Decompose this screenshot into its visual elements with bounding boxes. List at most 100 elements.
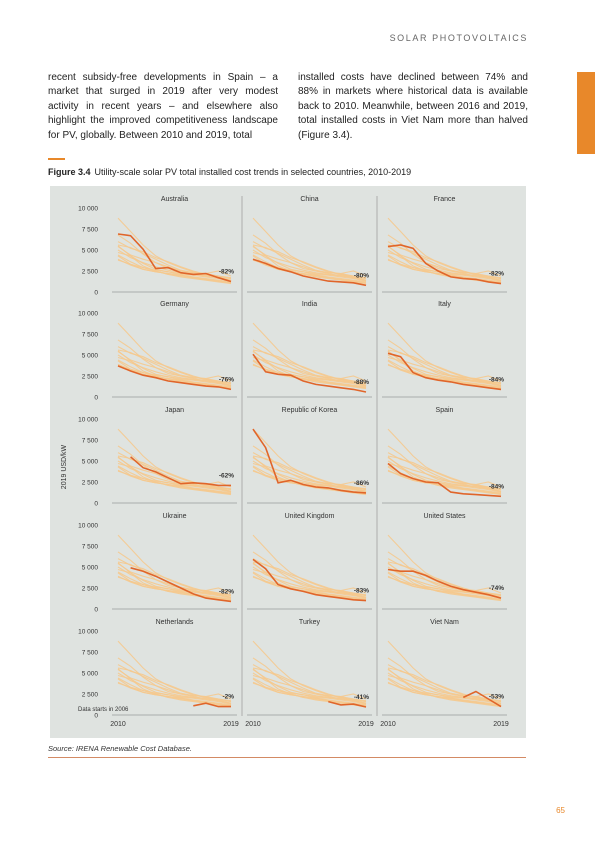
background-series-line bbox=[387, 457, 502, 490]
background-series-line bbox=[117, 349, 232, 382]
change-label: -76% bbox=[219, 376, 234, 383]
change-label: -41% bbox=[354, 694, 369, 701]
background-series-line bbox=[252, 349, 367, 382]
country-series-line bbox=[117, 365, 232, 391]
y-tick-label: 2 500 bbox=[82, 374, 99, 381]
change-label: -83% bbox=[354, 588, 369, 595]
country-series-line bbox=[252, 428, 367, 494]
panel-title: Viet Nam bbox=[430, 619, 459, 626]
y-tick-label: 7 500 bbox=[82, 332, 99, 339]
y-tick-label: 7 500 bbox=[82, 544, 99, 551]
background-series-line bbox=[117, 667, 232, 700]
background-series-line bbox=[387, 681, 502, 706]
data-note-label: Data starts in 2006 bbox=[78, 707, 129, 713]
x-tick-label: 2010 bbox=[110, 721, 126, 728]
y-tick-label: 10 000 bbox=[78, 417, 98, 424]
background-series-line bbox=[387, 469, 502, 494]
panel-title: Australia bbox=[161, 196, 188, 203]
section-tab-marker bbox=[577, 72, 595, 154]
y-axis-title: 2019 USD/kW bbox=[61, 444, 68, 489]
country-series-line bbox=[387, 244, 502, 285]
background-series-line bbox=[117, 575, 232, 600]
background-series-line bbox=[252, 562, 367, 601]
background-series-line bbox=[387, 575, 502, 600]
y-tick-label: 0 bbox=[94, 713, 98, 720]
background-series-line bbox=[117, 254, 232, 280]
background-series-line bbox=[252, 561, 367, 594]
change-label: -82% bbox=[219, 588, 234, 595]
background-series-line bbox=[252, 258, 367, 283]
panel-title: Italy bbox=[438, 301, 451, 308]
panel-title: Ukraine bbox=[162, 513, 186, 520]
change-label: -2% bbox=[222, 694, 234, 701]
y-tick-label: 7 500 bbox=[82, 438, 99, 445]
panel-title: United Kingdom bbox=[285, 513, 335, 520]
country-series-line bbox=[193, 702, 231, 708]
background-series-line bbox=[252, 351, 367, 384]
chart-background bbox=[50, 186, 526, 738]
change-label: -84% bbox=[489, 483, 504, 490]
background-series-line bbox=[117, 456, 232, 495]
change-label: -82% bbox=[219, 269, 234, 276]
y-tick-label: 0 bbox=[94, 290, 98, 297]
panel-title: India bbox=[302, 301, 317, 308]
background-series-line bbox=[117, 244, 232, 277]
y-tick-label: 10 000 bbox=[78, 206, 98, 213]
x-tick-label: 2019 bbox=[493, 721, 509, 728]
background-series-line bbox=[387, 563, 502, 596]
x-tick-label: 2019 bbox=[223, 721, 239, 728]
change-label: -82% bbox=[489, 271, 504, 278]
y-tick-label: 2 500 bbox=[82, 586, 99, 593]
background-series-line bbox=[117, 669, 232, 702]
y-tick-label: 5 000 bbox=[82, 565, 99, 572]
change-label: -86% bbox=[354, 480, 369, 487]
y-tick-label: 10 000 bbox=[78, 523, 98, 530]
background-series-line bbox=[117, 677, 232, 703]
background-series-line bbox=[387, 562, 502, 601]
change-label: -53% bbox=[489, 694, 504, 701]
change-label: -74% bbox=[489, 585, 504, 592]
background-series-line bbox=[387, 349, 502, 382]
y-tick-label: 10 000 bbox=[78, 311, 98, 318]
figure-caption: Figure 3.4 Utility-scale solar PV total i… bbox=[48, 167, 411, 177]
background-series-line bbox=[387, 246, 502, 279]
page-number: 65 bbox=[556, 806, 565, 815]
x-tick-label: 2010 bbox=[245, 721, 261, 728]
panel-title: United States bbox=[423, 513, 466, 520]
background-series-line bbox=[387, 363, 502, 388]
country-series-line bbox=[130, 456, 231, 487]
background-series-line bbox=[387, 351, 502, 384]
background-series-line bbox=[387, 350, 502, 389]
y-tick-label: 0 bbox=[94, 501, 98, 508]
background-series-line bbox=[252, 677, 367, 703]
y-tick-label: 0 bbox=[94, 395, 98, 402]
country-series-line bbox=[252, 353, 367, 393]
background-series-line bbox=[117, 465, 232, 491]
background-series-line bbox=[387, 359, 502, 385]
y-tick-label: 5 000 bbox=[82, 353, 99, 360]
background-series-line bbox=[117, 350, 232, 389]
background-series-line bbox=[117, 668, 232, 707]
background-series-line bbox=[387, 677, 502, 703]
x-tick-label: 2019 bbox=[358, 721, 374, 728]
y-tick-label: 0 bbox=[94, 607, 98, 614]
y-tick-label: 2 500 bbox=[82, 269, 99, 276]
country-series-line bbox=[462, 690, 502, 708]
y-tick-label: 2 500 bbox=[82, 692, 99, 699]
country-series-line bbox=[252, 258, 367, 287]
y-tick-label: 7 500 bbox=[82, 227, 99, 234]
background-series-line bbox=[252, 681, 367, 706]
panel-title: Spain bbox=[436, 407, 454, 414]
figure-title: Utility-scale solar PV total installed c… bbox=[94, 167, 412, 177]
panel-title: France bbox=[434, 196, 456, 203]
background-series-line bbox=[387, 669, 502, 702]
figure-source: Source: IRENA Renewable Cost Database. bbox=[48, 744, 192, 753]
background-series-line bbox=[387, 455, 502, 488]
body-text-left: recent subsidy-free developments in Spai… bbox=[48, 72, 278, 141]
panel-title: Republic of Korea bbox=[282, 407, 338, 414]
country-series-line bbox=[130, 567, 232, 603]
figure-number: Figure 3.4 bbox=[48, 167, 91, 177]
background-series-line bbox=[117, 246, 232, 279]
background-series-line bbox=[252, 359, 367, 385]
country-series-line bbox=[328, 700, 367, 708]
